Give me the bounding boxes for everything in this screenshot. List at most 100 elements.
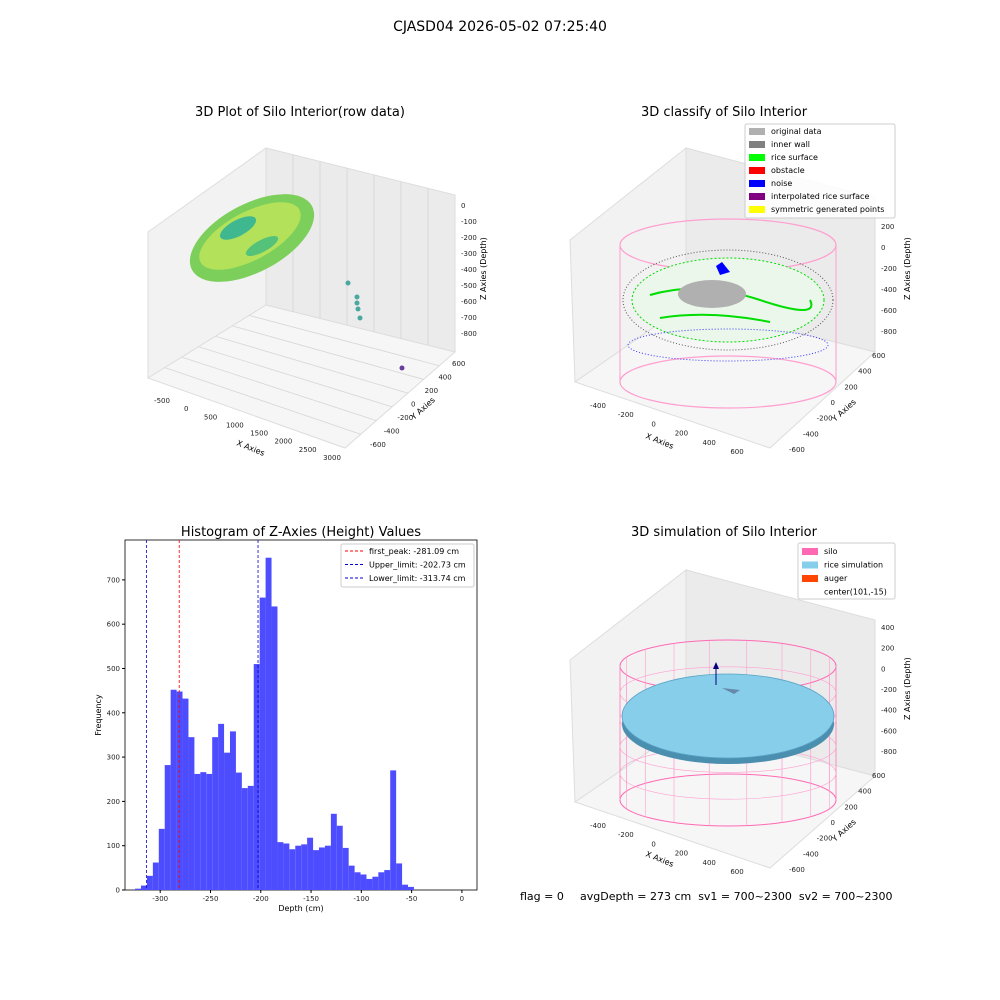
histogram-bar	[348, 865, 355, 890]
raw-z-tick: -600	[461, 298, 477, 306]
classify-x-tick: 0	[651, 420, 655, 428]
raw-z-axis-label: Z Axies (Depth)	[479, 237, 488, 300]
classify-z-axis-label: Z Axies (Depth)	[903, 237, 912, 300]
panel-simulation: 3D simulation of Silo Interior silo rice …	[569, 525, 912, 876]
panel-raw-data: 3D Plot of Silo Interior(row data) -5000…	[146, 105, 488, 462]
classify-panel-title: 3D classify of Silo Interior	[641, 105, 808, 120]
simulation-z-tick: -600	[881, 727, 897, 735]
histogram-bar	[218, 723, 225, 890]
histogram-bar	[295, 845, 302, 890]
histogram-bar	[135, 888, 141, 890]
classify-x-axis-label: X Axies	[644, 432, 675, 451]
raw-x-tick: 1000	[226, 421, 244, 429]
raw-z-tick: -200	[461, 234, 477, 242]
classify-legend-label: noise	[771, 179, 792, 188]
raw-y-tick: 0	[411, 401, 415, 409]
raw-z-tick: -300	[461, 250, 477, 258]
classify-noise-ring	[627, 328, 829, 362]
classify-x-tick: 600	[730, 448, 743, 456]
histogram-bar	[259, 597, 266, 890]
simulation-z-tick: 200	[881, 645, 894, 653]
histogram-bar	[247, 785, 254, 890]
histogram-y-ticks: 0 100 200 300 400 500 600 700	[107, 576, 125, 895]
classify-z-tick-labels: 200 0 -200 -400 -600 -800	[881, 223, 897, 336]
simulation-z-tick-labels: 400 200 0 -200 -400 -600 -800	[881, 624, 897, 756]
classify-x-tick: 200	[675, 430, 688, 438]
simulation-x-tick: -200	[618, 831, 634, 839]
simulation-y-tick: 200	[844, 803, 857, 811]
simulation-rice-surface	[621, 673, 835, 759]
classify-legend-label: inner wall	[771, 140, 810, 149]
classify-legend-swatch	[749, 206, 765, 213]
histogram-x-tick-label: -300	[152, 895, 168, 903]
histogram-bar	[372, 876, 379, 890]
histogram-legend-label: Lower_limit: -313.74 cm	[369, 574, 466, 583]
classify-z-tick: 0	[881, 244, 885, 252]
footer-flag: flag = 0	[520, 890, 564, 903]
histogram-bar	[194, 773, 201, 890]
histogram-bar	[224, 752, 230, 890]
figure-title: CJASD04 2026-05-02 07:25:40	[393, 19, 607, 35]
raw-outlier-point	[355, 306, 361, 312]
histogram-bar	[336, 825, 343, 890]
histogram-legend-label: Upper_limit: -202.73 cm	[369, 561, 466, 570]
histogram-y-tick-label: 700	[107, 576, 120, 584]
classify-original-data	[678, 280, 746, 308]
histogram-bar	[164, 765, 171, 890]
simulation-y-tick: 0	[831, 819, 835, 827]
raw-y-tick: -400	[384, 428, 400, 436]
classify-legend-label: obstacle	[771, 166, 805, 175]
raw-y-tick: 600	[452, 360, 465, 368]
simulation-y-tick: -600	[789, 866, 805, 874]
classify-legend-label: rice surface	[771, 153, 818, 162]
classify-legend-label: interpolated rice surface	[771, 192, 869, 201]
classify-inner-wall	[622, 249, 834, 351]
histogram-bar	[200, 772, 207, 890]
raw-z-tick-labels: 0 -100 -200 -300 -400 -500 -600 -700 -800	[461, 202, 477, 338]
histogram-bar	[277, 842, 284, 890]
classify-y-tick: 400	[858, 368, 871, 376]
simulation-model	[619, 639, 837, 827]
simulation-x-tick: 600	[730, 868, 743, 876]
histogram-y-tick-label: 400	[107, 709, 120, 717]
raw-x-tick: 2500	[299, 446, 317, 454]
histogram-bar	[212, 737, 219, 890]
simulation-z-tick: -800	[881, 748, 897, 756]
histogram-x-tick-label: -50	[406, 895, 417, 903]
panel-histogram: Histogram of Z-Axies (Height) Values -30…	[94, 525, 478, 913]
simulation-x-tick: 400	[703, 859, 716, 867]
histogram-bar	[378, 872, 385, 890]
histogram-bar	[289, 849, 296, 890]
histogram-bar	[206, 773, 213, 890]
histogram-x-tick-label: -200	[253, 895, 269, 903]
histogram-bar	[319, 847, 325, 890]
raw-point-cloud	[189, 194, 405, 371]
histogram-bar	[188, 737, 195, 890]
classify-noise-cluster	[716, 262, 730, 275]
raw-outlier-point	[399, 365, 405, 371]
classify-y-tick: 200	[844, 383, 857, 391]
classify-y-tick: -200	[817, 415, 833, 423]
histogram-legend	[340, 543, 475, 588]
raw-x-tick: -500	[154, 397, 170, 405]
raw-outlier-point	[354, 300, 360, 306]
simulation-z-tick: -400	[881, 707, 897, 715]
classify-legend-label: original data	[771, 127, 822, 136]
histogram-bar	[366, 878, 373, 890]
histogram-bar	[146, 875, 153, 890]
simulation-z-axis-label: Z Axies (Depth)	[903, 657, 912, 720]
raw-z-tick: -700	[461, 314, 477, 322]
classify-z-tick: -800	[881, 328, 897, 336]
histogram-y-tick-label: 500	[107, 665, 120, 673]
simulation-z-tick: 0	[881, 665, 885, 673]
classify-rice-line	[649, 287, 813, 311]
simulation-x-axis-label: X Axies	[644, 850, 675, 869]
histogram-bar	[396, 863, 403, 890]
classify-z-tick: 200	[881, 223, 894, 231]
histogram-bar	[253, 664, 260, 890]
classify-point-cloud	[619, 218, 837, 409]
simulation-legend-label: center(101,-15)	[824, 588, 887, 597]
